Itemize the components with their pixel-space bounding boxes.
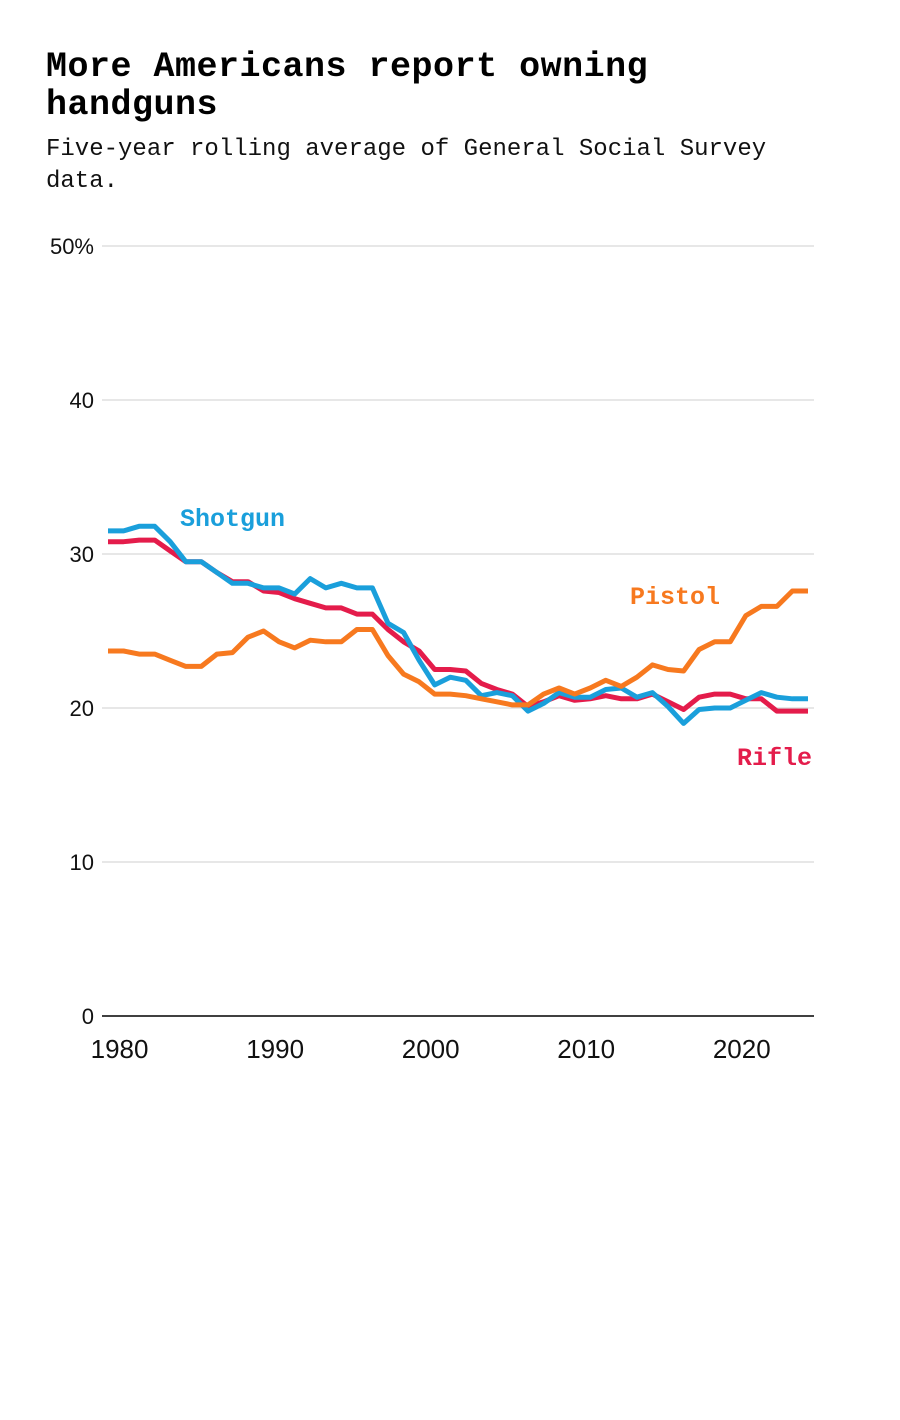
series-line-shotgun bbox=[108, 523, 808, 726]
series-line-pistol bbox=[108, 588, 808, 708]
y-tick-label: 30 bbox=[70, 542, 94, 567]
x-tick-label: 1980 bbox=[91, 1034, 149, 1064]
x-tick-label: 1990 bbox=[246, 1034, 304, 1064]
y-tick-label: 10 bbox=[70, 850, 94, 875]
y-tick-label: 50% bbox=[50, 234, 94, 259]
y-tick-label: 20 bbox=[70, 696, 94, 721]
chart-title: More Americans report owning handguns bbox=[46, 47, 649, 125]
x-tick-label: 2000 bbox=[402, 1034, 460, 1064]
series-label-pistol: Pistol bbox=[630, 583, 720, 612]
y-tick-label: 40 bbox=[70, 388, 94, 413]
series-line-rifle bbox=[108, 537, 808, 714]
chart-subtitle: Five-year rolling average of General Soc… bbox=[46, 136, 767, 195]
x-tick-label: 2020 bbox=[713, 1034, 771, 1064]
series-label-shotgun: Shotgun bbox=[180, 505, 285, 534]
series-label-rifle: Rifle bbox=[737, 744, 812, 773]
y-tick-label: 0 bbox=[82, 1004, 94, 1029]
x-tick-label: 2010 bbox=[557, 1034, 615, 1064]
